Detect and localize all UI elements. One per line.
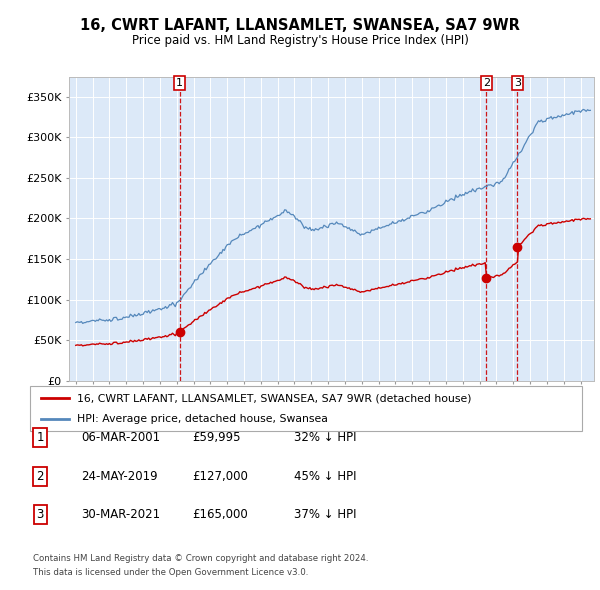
Text: 45% ↓ HPI: 45% ↓ HPI [294,470,356,483]
Text: 06-MAR-2001: 06-MAR-2001 [81,431,160,444]
Text: 37% ↓ HPI: 37% ↓ HPI [294,508,356,521]
Text: 3: 3 [514,78,521,88]
Text: 16, CWRT LAFANT, LLANSAMLET, SWANSEA, SA7 9WR (detached house): 16, CWRT LAFANT, LLANSAMLET, SWANSEA, SA… [77,394,472,404]
Text: 1: 1 [37,431,44,444]
Text: 24-MAY-2019: 24-MAY-2019 [81,470,158,483]
Text: 3: 3 [37,508,44,521]
Text: £165,000: £165,000 [192,508,248,521]
Text: Price paid vs. HM Land Registry's House Price Index (HPI): Price paid vs. HM Land Registry's House … [131,34,469,47]
Text: 30-MAR-2021: 30-MAR-2021 [81,508,160,521]
Text: 2: 2 [483,78,490,88]
Text: 1: 1 [176,78,183,88]
Text: £59,995: £59,995 [192,431,241,444]
Text: 2: 2 [37,470,44,483]
Text: 32% ↓ HPI: 32% ↓ HPI [294,431,356,444]
Text: £127,000: £127,000 [192,470,248,483]
Text: 16, CWRT LAFANT, LLANSAMLET, SWANSEA, SA7 9WR: 16, CWRT LAFANT, LLANSAMLET, SWANSEA, SA… [80,18,520,33]
FancyBboxPatch shape [30,386,582,431]
Text: HPI: Average price, detached house, Swansea: HPI: Average price, detached house, Swan… [77,414,328,424]
Text: This data is licensed under the Open Government Licence v3.0.: This data is licensed under the Open Gov… [33,568,308,577]
Text: Contains HM Land Registry data © Crown copyright and database right 2024.: Contains HM Land Registry data © Crown c… [33,554,368,563]
